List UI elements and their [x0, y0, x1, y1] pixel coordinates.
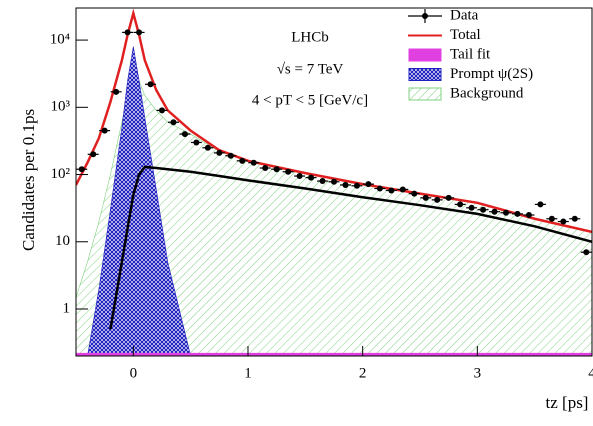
legend-label: Data	[450, 7, 479, 23]
data-point	[90, 151, 97, 158]
data-point	[399, 186, 406, 193]
data-point	[204, 144, 211, 151]
data-point	[422, 194, 429, 201]
legend-symbol	[408, 68, 442, 81]
data-point	[216, 149, 223, 156]
y-tick-label: 10³	[51, 99, 71, 115]
data-point	[170, 119, 177, 126]
x-tick-label: 3	[474, 365, 482, 381]
x-tick-label: 0	[130, 365, 138, 381]
data-point	[525, 212, 532, 219]
data-point	[583, 249, 590, 256]
x-tick-label: 2	[359, 365, 367, 381]
data-point	[445, 194, 452, 201]
data-point	[388, 187, 395, 194]
legend-label: Total	[450, 27, 481, 43]
data-point	[250, 159, 257, 166]
data-point	[514, 210, 521, 217]
curve	[109, 165, 592, 330]
data-point	[331, 178, 337, 185]
x-axis-label: tz [ps]	[546, 393, 589, 412]
annotation: √s = 7 TeV	[277, 61, 344, 77]
data-point	[434, 196, 441, 203]
data-point	[342, 181, 349, 188]
area	[76, 352, 592, 356]
data-point	[480, 206, 487, 213]
data-point	[468, 204, 475, 211]
data-point	[319, 178, 326, 185]
axes: 0 1 2 3 4 1 10 10² 10³ 10⁴ Data Total Tail fit Prompt…	[50, 7, 593, 381]
legend-symbol	[408, 87, 442, 101]
y-axis-label: Candidates per 0.1ps	[19, 109, 38, 251]
annotation: 4 < pT < 5 [GeV/c]	[252, 92, 368, 108]
data-point	[262, 165, 269, 172]
data-point	[124, 29, 131, 36]
data-point	[571, 215, 578, 222]
data-point	[308, 174, 315, 181]
data-point	[239, 157, 246, 164]
area	[87, 46, 192, 356]
data-point	[78, 166, 85, 173]
data-point	[113, 88, 120, 95]
data-point	[159, 107, 165, 114]
legend-symbol	[422, 13, 428, 19]
plot-area	[76, 8, 592, 356]
frame	[75, 7, 593, 357]
data-point	[181, 131, 188, 138]
y-tick-label: 10	[55, 233, 70, 249]
legend-label: Tail fit	[450, 46, 491, 62]
y-tick-label: 1	[63, 300, 71, 316]
data-point	[560, 218, 567, 225]
data-point	[457, 201, 464, 208]
x-tick-label: 4	[588, 365, 593, 381]
data-point	[365, 181, 372, 188]
data-point	[147, 81, 154, 88]
data-point	[353, 182, 360, 189]
y-tick-label: 10²	[51, 166, 71, 182]
data-point	[537, 201, 544, 208]
data-point	[273, 166, 280, 173]
data-point	[376, 185, 383, 192]
x-tick-label: 1	[244, 365, 252, 381]
curve	[76, 8, 592, 234]
legend-label: Prompt ψ(2S)	[450, 66, 533, 82]
legend-symbol	[408, 48, 442, 62]
data-point	[193, 139, 200, 146]
data-point	[296, 173, 303, 180]
data-point	[503, 209, 509, 216]
legend-label: Background	[450, 85, 524, 101]
y-tick-label: 10⁴	[50, 32, 70, 48]
data-point	[285, 168, 292, 175]
data-point	[136, 29, 143, 36]
data-point	[491, 208, 498, 215]
data-point	[548, 215, 555, 222]
data-point	[227, 152, 234, 159]
data-point	[101, 127, 108, 134]
data-point	[411, 190, 418, 197]
annotation: LHCb	[291, 29, 329, 45]
